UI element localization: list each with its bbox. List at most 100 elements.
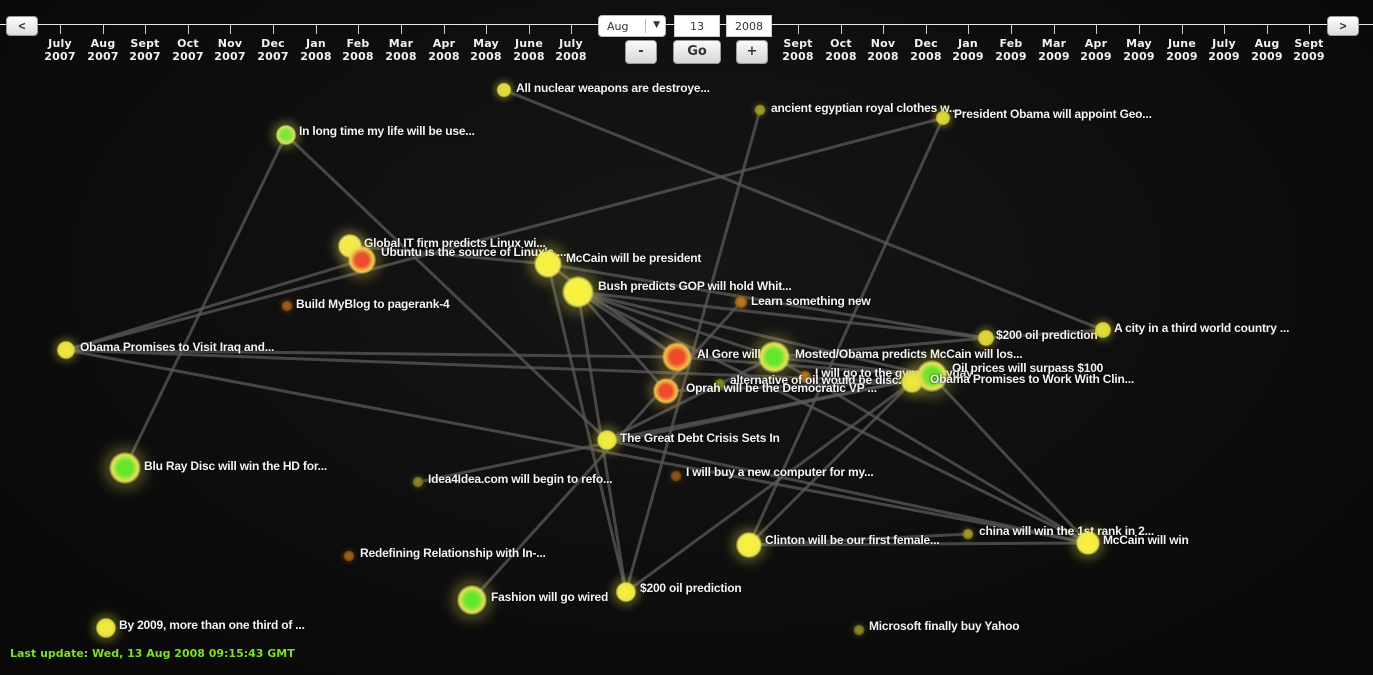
prediction-node[interactable] <box>412 476 424 488</box>
prediction-label[interactable]: Al Gore will ... <box>697 347 774 361</box>
prediction-label[interactable]: A city in a third world country ... <box>1114 321 1290 335</box>
prediction-node[interactable] <box>754 104 766 116</box>
prediction-label[interactable]: McCain will be president <box>566 251 702 265</box>
timeline-next-button[interactable]: > <box>1327 16 1359 36</box>
prediction-node[interactable] <box>108 451 142 485</box>
timeline-month-label[interactable]: Sept 2009 <box>1279 37 1339 63</box>
prediction-node[interactable] <box>561 275 595 309</box>
prediction-label[interactable]: $200 oil prediction <box>996 328 1098 342</box>
prediction-node[interactable] <box>962 528 974 540</box>
prediction-label[interactable]: Fashion will go wired <box>491 590 609 604</box>
prediction-node[interactable] <box>900 370 924 394</box>
prediction-label[interactable]: alternative of oil would be disc... <box>730 373 908 387</box>
prediction-label[interactable]: Blu Ray Disc will win the HD for... <box>144 459 328 473</box>
prediction-label[interactable]: All nuclear weapons are destroye... <box>516 81 710 95</box>
prediction-label[interactable]: Idea4Idea.com will begin to refo... <box>428 472 613 486</box>
prediction-node[interactable] <box>798 370 812 384</box>
prediction-node[interactable] <box>347 245 377 275</box>
prediction-node[interactable] <box>735 531 763 559</box>
prediction-label[interactable]: By 2009, more than one third of ... <box>119 618 305 632</box>
prediction-node[interactable] <box>977 329 995 347</box>
prediction-node[interactable] <box>615 581 637 603</box>
prediction-label[interactable]: Global IT firm predicts Linux wi... <box>364 236 546 250</box>
go-button[interactable]: Go <box>673 40 721 64</box>
prediction-label[interactable]: china will win the 1st rank in 2... <box>979 524 1155 538</box>
timeline-month-label[interactable]: June 2009 <box>1152 37 1212 63</box>
timeline-month-label[interactable]: Sept 2007 <box>115 37 175 63</box>
timeline-month-label[interactable]: Apr 2008 <box>414 37 474 63</box>
prediction-label[interactable]: Oprah will be the Democratic VP ... <box>686 381 877 395</box>
prediction-node[interactable] <box>95 617 117 639</box>
timeline-month-label[interactable]: Aug 2007 <box>73 37 133 63</box>
prediction-node[interactable] <box>1094 321 1112 339</box>
timeline-month-label[interactable]: Jan 2009 <box>938 37 998 63</box>
timeline-prev-button[interactable]: < <box>6 16 38 36</box>
timeline-tick <box>358 24 359 34</box>
prediction-node[interactable] <box>56 340 76 360</box>
timeline-month-label[interactable]: July 2007 <box>30 37 90 63</box>
timeline-month-label[interactable]: Mar 2008 <box>371 37 431 63</box>
prediction-node[interactable] <box>734 295 748 309</box>
timeline-month-label[interactable]: Mar 2009 <box>1024 37 1084 63</box>
prediction-label[interactable]: In long time my life will be use... <box>299 124 475 138</box>
prediction-node[interactable] <box>661 341 693 373</box>
previous-day-button[interactable]: - <box>625 40 657 64</box>
timeline-month-label[interactable]: Nov 2007 <box>200 37 260 63</box>
prediction-label[interactable]: I will buy a new computer for my... <box>686 465 874 479</box>
timeline-month-label[interactable]: Aug 2009 <box>1237 37 1297 63</box>
prediction-label[interactable]: Ubuntu is the source of Linux's ... <box>381 245 567 259</box>
prediction-label[interactable]: McCain will win <box>1103 533 1189 547</box>
prediction-node[interactable] <box>343 550 355 562</box>
timeline-month-label[interactable]: Dec 2008 <box>896 37 956 63</box>
timeline-month-label[interactable]: Apr 2009 <box>1066 37 1126 63</box>
prediction-node[interactable] <box>456 584 488 616</box>
prediction-node[interactable] <box>496 82 512 98</box>
timeline-month-label[interactable]: May 2008 <box>456 37 516 63</box>
timeline-month-label[interactable]: May 2009 <box>1109 37 1169 63</box>
timeline-month-label[interactable]: Dec 2007 <box>243 37 303 63</box>
prediction-label[interactable]: Redefining Relationship with In-... <box>360 546 546 560</box>
prediction-node[interactable] <box>596 429 618 451</box>
timeline-month-label[interactable]: Feb 2009 <box>981 37 1041 63</box>
prediction-label[interactable]: Learn something new <box>751 294 871 308</box>
next-day-button[interactable]: + <box>736 40 768 64</box>
timeline-month-label[interactable]: Oct 2008 <box>811 37 871 63</box>
prediction-node[interactable] <box>670 470 682 482</box>
prediction-label[interactable]: Oil prices will surpass $100 <box>952 361 1104 375</box>
prediction-node[interactable] <box>935 110 951 126</box>
prediction-node[interactable] <box>1075 530 1101 556</box>
chevron-down-icon[interactable]: ▼ <box>653 20 660 30</box>
prediction-label[interactable]: Mosted/Obama predicts McCain will los... <box>795 347 1023 361</box>
prediction-label[interactable]: Obama Promises to Visit Iraq and... <box>80 340 275 354</box>
prediction-node[interactable] <box>281 300 293 312</box>
prediction-node[interactable] <box>652 377 680 405</box>
timeline-month-label[interactable]: July 2009 <box>1194 37 1254 63</box>
month-select-divider <box>645 19 646 33</box>
prediction-label[interactable]: Obama Promises to Work With Clin... <box>930 372 1135 386</box>
timeline-month-label[interactable]: July 2008 <box>541 37 601 63</box>
prediction-label[interactable]: Microsoft finally buy Yahoo <box>869 619 1020 633</box>
prediction-label[interactable]: $200 oil prediction <box>640 581 742 595</box>
tick-month: Feb <box>999 37 1023 50</box>
prediction-label[interactable]: The Great Debt Crisis Sets In <box>620 431 780 445</box>
prediction-node[interactable] <box>853 624 865 636</box>
timeline-month-label[interactable]: Nov 2008 <box>853 37 913 63</box>
timeline-month-label[interactable]: Oct 2007 <box>158 37 218 63</box>
prediction-label[interactable]: President Obama will appoint Geo... <box>954 107 1152 121</box>
timeline-month-label[interactable]: Jan 2008 <box>286 37 346 63</box>
prediction-label[interactable]: Clinton will be our first female... <box>765 533 940 547</box>
prediction-node[interactable] <box>275 124 297 146</box>
year-input[interactable] <box>726 15 772 37</box>
prediction-label[interactable]: Bush predicts GOP will hold Whit... <box>598 279 792 293</box>
day-input[interactable] <box>674 15 720 37</box>
prediction-label[interactable]: ancient egyptian royal clothes w... <box>771 101 959 115</box>
month-select[interactable]: Aug ▼ <box>598 15 666 37</box>
timeline-month-label[interactable]: Feb 2008 <box>328 37 388 63</box>
prediction-node[interactable] <box>714 378 726 390</box>
prediction-label[interactable]: Build MyBlog to pagerank-4 <box>296 297 450 311</box>
timeline-month-label[interactable]: Sept 2008 <box>768 37 828 63</box>
prediction-node[interactable] <box>533 249 563 279</box>
prediction-node[interactable] <box>757 340 791 374</box>
timeline-month-label[interactable]: June 2008 <box>499 37 559 63</box>
